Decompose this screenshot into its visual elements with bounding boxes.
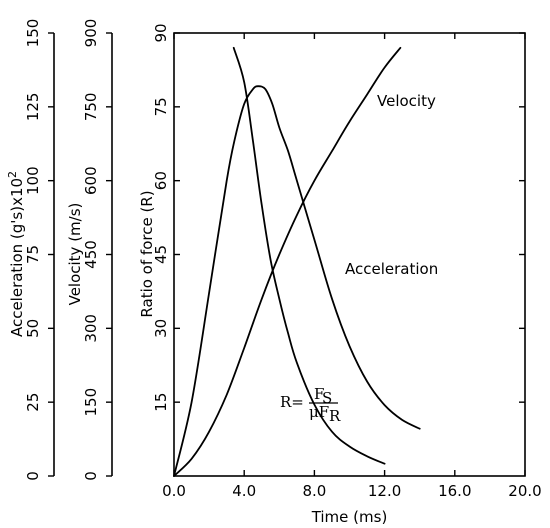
- velocity-tick-label: 750: [82, 93, 100, 122]
- series-line-r: [232, 46, 386, 465]
- acceleration-tick-label: 0: [24, 471, 42, 481]
- r-formula-denominator-sub: R: [329, 407, 341, 425]
- r-formula-numerator-sub: S: [322, 389, 332, 407]
- acceleration-curve-label: Acceleration: [345, 260, 438, 278]
- ratio-tick-label: 45: [152, 245, 170, 264]
- acceleration-tick-label: 25: [24, 393, 42, 412]
- x-axis-label: Time (ms): [311, 508, 388, 526]
- x-tick-label: 20.0: [508, 482, 541, 500]
- ratio-tick-label: 30: [152, 319, 170, 338]
- velocity-tick-label: 600: [82, 166, 100, 195]
- velocity-tick-label: 0: [82, 471, 100, 481]
- acceleration-axis-label-superscript: 2: [6, 171, 19, 178]
- velocity-tick-label: 900: [82, 19, 100, 48]
- acceleration-tick-label: 75: [24, 245, 42, 264]
- ratio-axis-label: Ratio of force (R): [138, 190, 156, 317]
- acceleration-axis-label: Acceleration (g's)x102: [6, 171, 26, 337]
- labels-layer: Velocity Acceleration R= F S μF R: [280, 92, 438, 425]
- series-line-acceleration: [173, 85, 421, 477]
- x-tick-label: 0.0: [162, 482, 186, 500]
- acceleration-tick-label: 125: [24, 93, 42, 122]
- acceleration-axis-label-main: Acceleration (g's)x10: [8, 178, 26, 337]
- ratio-tick-label: 60: [152, 171, 170, 190]
- velocity-axis-label: Velocity (m/s): [66, 203, 84, 306]
- ratio-tick-label: 75: [152, 97, 170, 116]
- plot-frame: [173, 32, 526, 477]
- r-formula-denominator: μF: [309, 403, 329, 421]
- r-formula-lhs: R=: [280, 393, 304, 411]
- r-formula: R= F S μF R: [280, 385, 341, 425]
- curves-layer: [173, 46, 421, 477]
- x-tick-label: 8.0: [302, 482, 326, 500]
- x-tick-label: 12.0: [368, 482, 401, 500]
- velocity-tick-label: 450: [82, 240, 100, 269]
- acceleration-tick-label: 50: [24, 319, 42, 338]
- x-tick-label: 16.0: [438, 482, 471, 500]
- velocity-tick-label: 300: [82, 314, 100, 343]
- velocity-tick-label: 150: [82, 388, 100, 417]
- r-formula-numerator: F: [314, 385, 324, 403]
- acceleration-tick-label: 100: [24, 166, 42, 195]
- series-line-velocity: [173, 46, 402, 477]
- acceleration-tick-label: 150: [24, 19, 42, 48]
- velocity-curve-label: Velocity: [377, 92, 436, 110]
- ratio-tick-label: 15: [152, 393, 170, 412]
- axes-layer: 0.0 4.0 8.0 12.0 16.0 20.0 Time (ms) 15 30 45 60 75…: [6, 19, 542, 526]
- x-tick-label: 4.0: [232, 482, 256, 500]
- ratio-tick-label: 90: [152, 23, 170, 42]
